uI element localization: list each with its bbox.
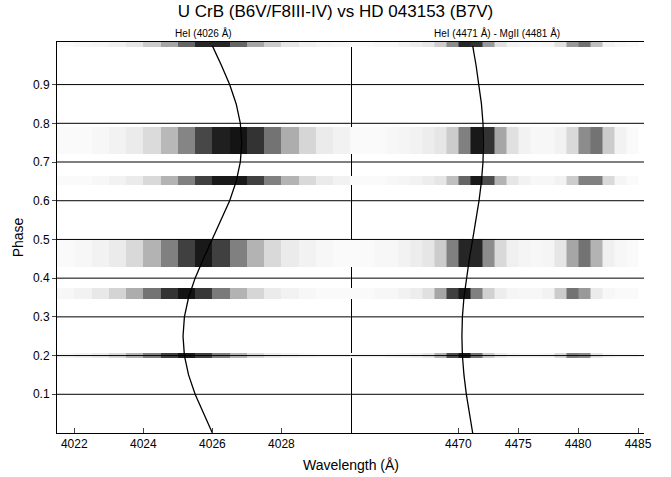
svg-text:4485: 4485 bbox=[625, 437, 652, 451]
svg-text:0.8: 0.8 bbox=[33, 117, 50, 131]
svg-text:0.1: 0.1 bbox=[33, 387, 50, 401]
svg-text:0.6: 0.6 bbox=[33, 194, 50, 208]
svg-text:4470: 4470 bbox=[445, 437, 472, 451]
svg-text:HeI (4026 Å): HeI (4026 Å) bbox=[175, 27, 232, 39]
svg-text:4022: 4022 bbox=[61, 437, 88, 451]
svg-text:4480: 4480 bbox=[565, 437, 592, 451]
svg-text:4026: 4026 bbox=[199, 437, 226, 451]
svg-text:0.3: 0.3 bbox=[33, 310, 50, 324]
svg-text:HeI (4471 Å) - MgII (4481 Å): HeI (4471 Å) - MgII (4481 Å) bbox=[434, 27, 560, 39]
svg-text:Phase: Phase bbox=[10, 217, 26, 257]
svg-text:U CrB (B6V/F8III-IV) vs HD 043: U CrB (B6V/F8III-IV) vs HD 043153 (B7V) bbox=[178, 2, 494, 21]
svg-text:0.7: 0.7 bbox=[33, 155, 50, 169]
svg-text:0.2: 0.2 bbox=[33, 349, 50, 363]
svg-text:0.9: 0.9 bbox=[33, 78, 50, 92]
svg-text:4475: 4475 bbox=[505, 437, 532, 451]
svg-text:Wavelength (Å): Wavelength (Å) bbox=[303, 457, 399, 473]
svg-text:4028: 4028 bbox=[268, 437, 295, 451]
svg-text:0.4: 0.4 bbox=[33, 271, 50, 285]
svg-text:0.5: 0.5 bbox=[33, 233, 50, 247]
svg-text:4024: 4024 bbox=[130, 437, 157, 451]
